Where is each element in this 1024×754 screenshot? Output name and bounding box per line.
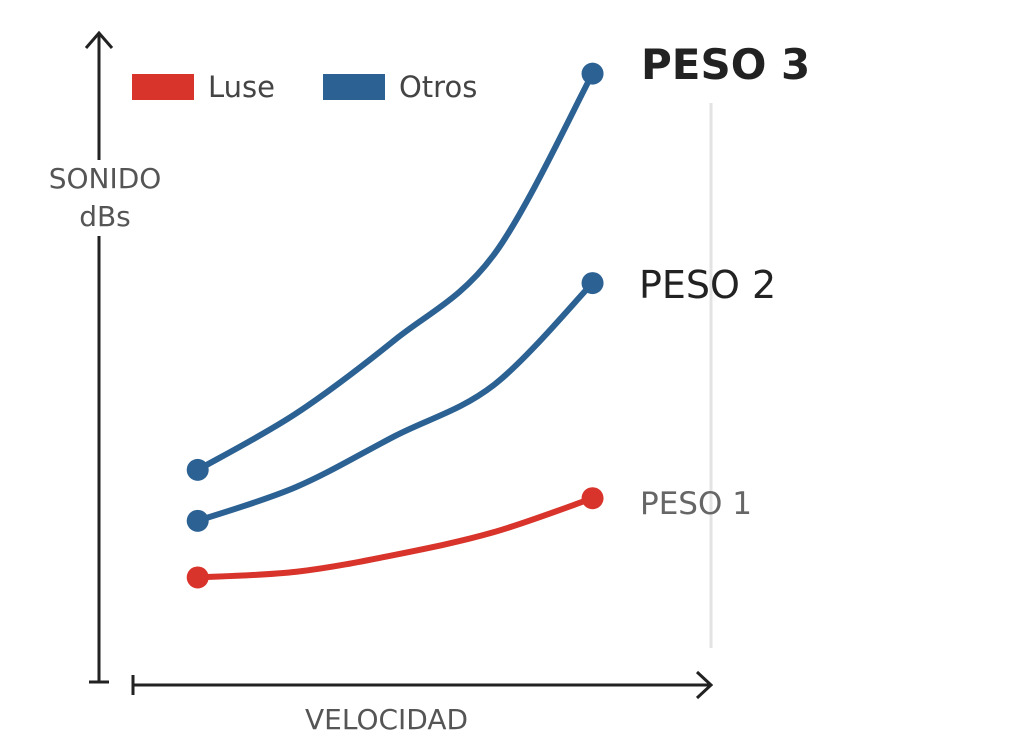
series-point-1-end — [581, 487, 604, 510]
series-point-2-start — [186, 509, 209, 532]
legend-item-otros: Otros — [322, 70, 478, 104]
series-line-1 — [194, 495, 596, 581]
series-point-3-start — [186, 458, 209, 481]
series-label-peso-3: PESO 3 — [641, 40, 811, 89]
x-axis-arrow-icon — [695, 670, 714, 700]
series-label-peso-1: PESO 1 — [640, 486, 752, 522]
legend-label-otros: Otros — [398, 70, 478, 104]
series-line-2 — [194, 280, 596, 524]
x-axis-label: VELOCIDAD — [305, 703, 469, 736]
y-axis-label: SONIDO dBs — [30, 160, 180, 236]
y-axis-arrow-icon — [84, 30, 114, 49]
legend-swatch-luse — [132, 74, 194, 100]
series-line-3 — [194, 70, 596, 473]
y-axis-label-line-2: dBs — [79, 200, 131, 233]
series-point-3-end — [581, 62, 604, 85]
legend-item-luse: Luse — [132, 70, 275, 104]
y-axis-label-line-1: SONIDO — [48, 162, 162, 195]
legend-swatch-otros — [322, 74, 385, 100]
legend-label-luse: Luse — [208, 70, 275, 104]
series-label-peso-2: PESO 2 — [639, 263, 777, 307]
series-point-1-start — [186, 566, 209, 589]
series-point-2-end — [581, 272, 604, 295]
series-layer — [186, 62, 604, 589]
legend: Luse Otros — [132, 70, 511, 104]
